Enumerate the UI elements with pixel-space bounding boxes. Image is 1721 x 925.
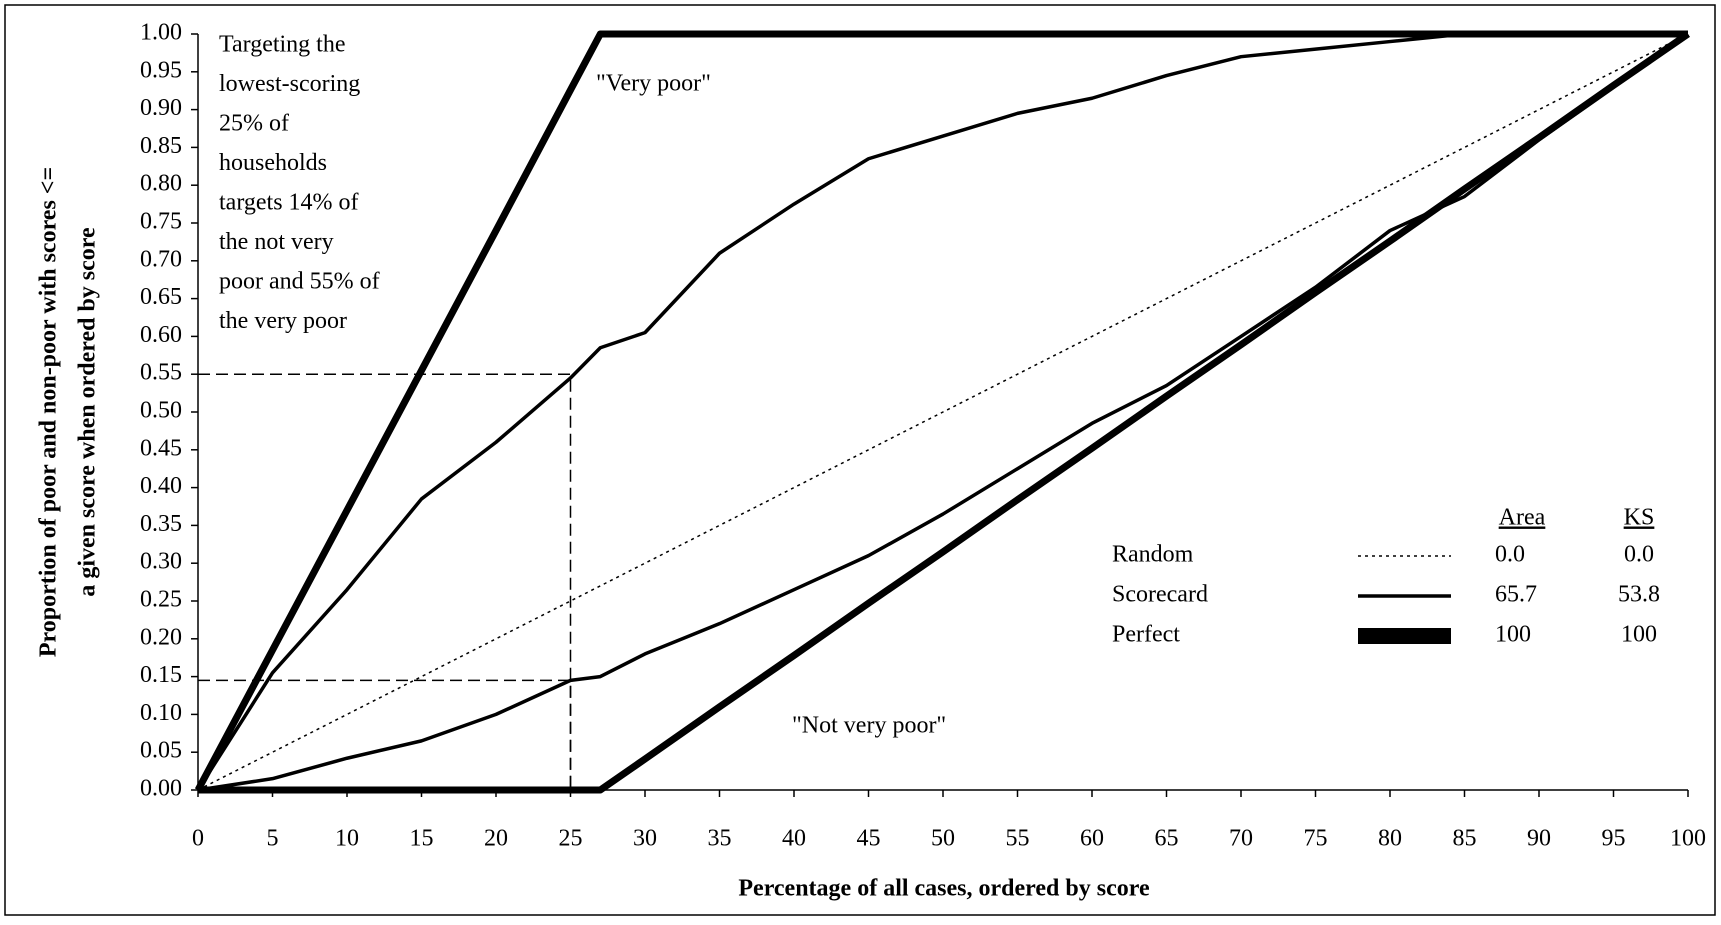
y-tick-label: 0.35: [140, 511, 182, 537]
x-tick-label: 100: [1670, 826, 1706, 852]
x-tick-label: 20: [484, 826, 508, 852]
y-tick-label: 0.65: [140, 284, 182, 310]
annotation-line: the very poor: [219, 308, 347, 334]
legend-header: Area: [1499, 505, 1546, 531]
annotation-line: targets 14% of: [219, 190, 359, 216]
x-tick-label: 50: [931, 826, 955, 852]
y-axis-title: a given score when ordered by score: [75, 227, 101, 597]
annotation-line: 25% of: [219, 111, 289, 137]
x-tick-label: 15: [410, 826, 434, 852]
curve-label: "Not very poor": [792, 713, 946, 739]
x-tick-label: 45: [857, 826, 881, 852]
x-tick-label: 40: [782, 826, 806, 852]
x-tick-label: 85: [1453, 826, 1477, 852]
y-tick-label: 0.00: [140, 776, 182, 802]
y-tick-label: 0.30: [140, 549, 182, 575]
x-tick-label: 25: [559, 826, 583, 852]
y-tick-label: 0.50: [140, 398, 182, 424]
y-tick-label: 0.10: [140, 700, 182, 726]
y-axis-title: Proportion of poor and non-poor with sco…: [36, 167, 62, 657]
x-tick-label: 60: [1080, 826, 1104, 852]
guide-line: [198, 679, 572, 790]
legend-label: Scorecard: [1112, 582, 1208, 608]
y-tick-label: 0.15: [140, 662, 182, 688]
frame: [4, 4, 1716, 916]
x-tick-label: 70: [1229, 826, 1253, 852]
y-tick-label: 0.80: [140, 171, 182, 197]
annotation-line: households: [219, 150, 327, 176]
line-series: [196, 32, 1688, 791]
x-tick-label: 35: [708, 826, 732, 852]
x-tick-label: 0: [192, 826, 204, 852]
legend-ks: 53.8: [1618, 582, 1660, 608]
y-tick-label: 0.45: [140, 435, 182, 461]
y-tick-label: 0.85: [140, 133, 182, 159]
x-tick-label: 75: [1304, 826, 1328, 852]
y-tick-label: 0.90: [140, 95, 182, 121]
legend-label: Random: [1112, 542, 1194, 568]
line-series: [198, 31, 1690, 794]
legend-area: 0.0: [1495, 542, 1525, 568]
y-tick-label: 0.20: [140, 624, 182, 650]
legend-ks: 0.0: [1624, 542, 1654, 568]
y-tick-label: 0.25: [140, 587, 182, 613]
y-tick-label: 0.05: [140, 738, 182, 764]
x-tick-label: 5: [267, 826, 279, 852]
legend-header: KS: [1624, 505, 1655, 531]
annotation-line: poor and 55% of: [219, 269, 380, 295]
y-tick-label: 0.95: [140, 57, 182, 83]
x-axis-title: Percentage of all cases, ordered by scor…: [738, 876, 1150, 902]
x-tick-label: 65: [1155, 826, 1179, 852]
y-tick-label: 0.55: [140, 360, 182, 386]
line-series: [194, 30, 1688, 792]
annotation-line: Targeting the: [219, 32, 346, 58]
legend-label: Perfect: [1112, 622, 1180, 648]
y-tick-label: 0.75: [140, 209, 182, 235]
y-tick-label: 0.70: [140, 246, 182, 272]
legend-ks: 100: [1621, 622, 1657, 648]
x-tick-label: 10: [335, 826, 359, 852]
legend-area: 65.7: [1495, 582, 1537, 608]
x-tick-label: 55: [1006, 826, 1030, 852]
line-series: [197, 33, 1689, 791]
y-tick-label: 0.40: [140, 473, 182, 499]
y-tick-label: 0.60: [140, 322, 182, 348]
annotation-line: lowest-scoring: [219, 71, 360, 97]
guide-line: [198, 373, 572, 790]
x-tick-label: 30: [633, 826, 657, 852]
annotation-line: the not very: [219, 229, 334, 255]
x-tick-label: 95: [1602, 826, 1626, 852]
y-tick-label: 1.00: [140, 20, 182, 46]
x-tick-label: 90: [1527, 826, 1551, 852]
x-tick-label: 80: [1378, 826, 1402, 852]
curve-label: "Very poor": [596, 71, 711, 97]
legend-area: 100: [1495, 622, 1531, 648]
